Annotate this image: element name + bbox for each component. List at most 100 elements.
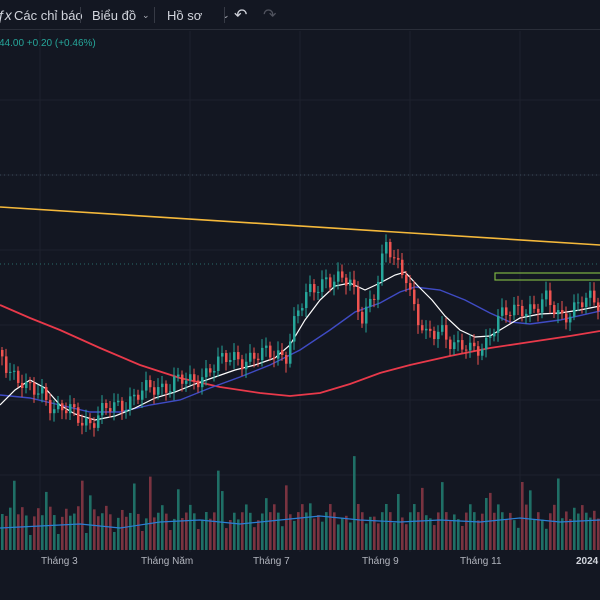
candle-body: [145, 380, 148, 391]
candle-body: [533, 304, 536, 309]
volume-bar: [585, 512, 588, 550]
volume-bar: [421, 487, 424, 550]
chevron-down-icon[interactable]: ⌄: [222, 9, 230, 20]
candle-body: [261, 347, 264, 361]
volume-bar: [205, 511, 208, 550]
volume-bar: [581, 505, 584, 550]
volume-bar: [161, 505, 164, 550]
volume-bar: [189, 504, 192, 550]
volume-bar: [317, 515, 320, 550]
volume-bar: [233, 512, 236, 550]
volume-bar: [285, 485, 288, 550]
volume-bar: [305, 512, 308, 550]
volume-bar: [401, 517, 404, 550]
volume-bar: [469, 504, 472, 550]
candle-body: [397, 258, 400, 260]
profile-button[interactable]: Hồ sơ: [167, 7, 203, 23]
chart-type-button[interactable]: Biểu đồ: [92, 7, 137, 23]
volume-bar: [509, 512, 512, 550]
candle-body: [569, 316, 572, 323]
volume-bar: [389, 512, 392, 550]
volume-bar: [145, 518, 148, 550]
candle-body: [357, 286, 360, 312]
volume-bar: [589, 517, 592, 550]
volume-bar: [453, 514, 456, 550]
volume-bar: [385, 504, 388, 550]
candle-body: [545, 290, 548, 300]
candle-body: [517, 304, 520, 306]
candle-body: [481, 349, 484, 356]
volume-bar: [213, 512, 216, 550]
volume-bar: [477, 520, 480, 550]
candle-body: [285, 354, 288, 364]
volume-bar: [61, 516, 64, 550]
candle-body: [509, 314, 512, 316]
volume-bar: [33, 516, 36, 550]
time-label: Tháng 7: [253, 556, 290, 567]
candle-body: [65, 410, 68, 414]
volume-bar: [157, 512, 160, 550]
volume-bar: [337, 524, 340, 550]
volume-bar: [37, 508, 40, 550]
candle-body: [89, 418, 92, 424]
candle-body: [373, 298, 376, 300]
volume-bar: [221, 491, 224, 550]
candle-body: [589, 290, 592, 298]
candle-body: [21, 382, 24, 389]
volume-bar: [117, 517, 120, 550]
volume-bar: [361, 512, 364, 550]
candle-body: [169, 391, 172, 393]
volume-bar: [369, 516, 372, 550]
volume-bar: [41, 515, 44, 550]
indicators-button[interactable]: Các chỉ báo: [14, 7, 83, 23]
volume-bar: [21, 507, 24, 550]
volume-bar: [13, 480, 16, 550]
candle-body: [457, 340, 460, 343]
volume-bar: [245, 504, 248, 550]
candle-body: [81, 422, 84, 426]
candle-body: [537, 308, 540, 313]
price-chart[interactable]: [0, 31, 600, 552]
candle-body: [13, 370, 16, 372]
volume-bar: [377, 523, 380, 550]
top-toolbar: ƒx Các chỉ báo Biểu đồ ⌄ Hồ sơ ⌄ ↶ ↷: [0, 0, 600, 30]
volume-bar: [109, 514, 112, 550]
candle-body: [409, 283, 412, 290]
volume-bar: [253, 527, 256, 550]
volume-bar: [413, 504, 416, 550]
volume-bar: [501, 512, 504, 550]
candle-body: [461, 340, 464, 350]
indicators-icon[interactable]: ƒx: [0, 7, 12, 23]
time-label: Tháng 3: [41, 556, 78, 567]
volume-bar: [517, 527, 520, 550]
candle-body: [385, 241, 388, 254]
candle-body: [209, 368, 212, 373]
volume-bar: [113, 531, 116, 550]
candle-body: [97, 415, 100, 428]
volume-bar: [17, 514, 20, 550]
volume-bar: [249, 512, 252, 550]
volume-bar: [553, 504, 556, 550]
volume-bar: [329, 504, 332, 550]
candle-body: [429, 328, 432, 331]
candle-body: [453, 342, 456, 350]
volume-bar: [493, 512, 496, 550]
volume-bar: [169, 530, 172, 550]
candle-body: [593, 290, 596, 303]
candle-body: [177, 374, 180, 377]
candle-body: [389, 241, 392, 258]
volume-bar: [425, 515, 428, 550]
candle-body: [57, 403, 60, 410]
toolbar-divider: [224, 7, 225, 23]
volume-bar: [85, 532, 88, 550]
candle-body: [213, 370, 216, 373]
candle-body: [309, 284, 312, 293]
chevron-down-icon[interactable]: ⌄: [142, 9, 150, 20]
candle-body: [321, 279, 324, 292]
volume-bar: [53, 515, 56, 550]
volume-bar: [301, 504, 304, 550]
undo-icon[interactable]: ↶: [234, 7, 248, 24]
volume-bar: [309, 503, 312, 550]
candle-body: [17, 370, 20, 383]
volume-bar: [133, 483, 136, 550]
